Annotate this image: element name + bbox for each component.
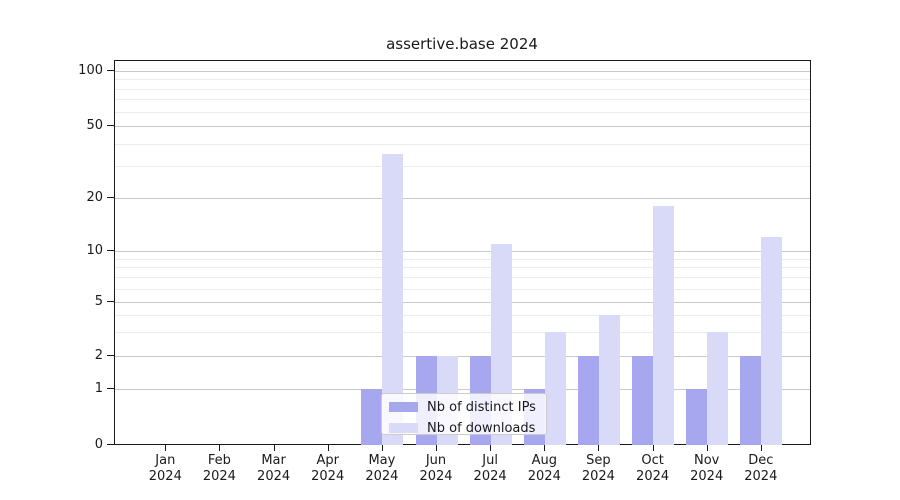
legend-item-downloads: Nb of downloads [389, 420, 538, 436]
bar-downloads-aug [544, 332, 566, 445]
y-tick-label: 100 [78, 62, 103, 78]
bar-downloads-dec [761, 237, 783, 445]
gridline-minor [115, 88, 810, 90]
gridline-major [115, 302, 810, 303]
x-tick-label: Jan 2024 [148, 453, 182, 484]
y-tick-mark [107, 388, 114, 389]
y-tick-label: 0 [94, 436, 103, 452]
gridline-minor [115, 99, 810, 101]
x-tick-mark [327, 445, 329, 451]
x-tick-mark [652, 445, 654, 451]
x-tick-label: Dec 2024 [744, 453, 778, 484]
gridline-minor [115, 111, 810, 113]
legend-item-distinct-ips: Nb of distinct IPs [389, 399, 538, 415]
legend: Nb of distinct IPs Nb of downloads [381, 393, 547, 436]
bar-downloads-sep [598, 315, 620, 445]
x-tick-label: Nov 2024 [690, 453, 724, 484]
legend-label-downloads: Nb of downloads [427, 420, 536, 436]
bar-distinct-ips-may [361, 389, 383, 445]
bar-distinct-ips-sep [577, 356, 599, 445]
bar-downloads-oct [653, 206, 675, 445]
x-tick-label: Sep 2024 [581, 453, 615, 484]
gridline-minor [115, 79, 810, 81]
gridline-minor [115, 267, 810, 269]
x-tick-mark [706, 445, 708, 451]
gridline-major [115, 126, 810, 127]
gridline-minor [115, 288, 810, 290]
y-tick-label: 10 [86, 242, 103, 258]
legend-label-distinct-ips: Nb of distinct IPs [427, 399, 536, 415]
x-tick-mark [760, 445, 762, 451]
gridline-major [115, 356, 810, 357]
y-tick-mark [107, 444, 114, 445]
y-tick-mark [107, 70, 114, 71]
x-tick-label: Jul 2024 [473, 453, 507, 484]
y-tick-label: 5 [94, 293, 103, 309]
x-tick-label: Apr 2024 [311, 453, 345, 484]
x-tick-label: Mar 2024 [257, 453, 291, 484]
y-tick-mark [107, 301, 114, 302]
y-tick-mark [107, 197, 114, 198]
y-tick-label: 20 [86, 189, 103, 205]
bar-downloads-nov [707, 332, 729, 445]
legend-swatch-downloads-icon [389, 423, 418, 433]
y-tick-label: 50 [86, 117, 103, 133]
gridline-major [115, 251, 810, 252]
y-tick-mark [107, 125, 114, 126]
plot-area [114, 60, 811, 445]
gridline-major [115, 198, 810, 199]
x-tick-label: Oct 2024 [636, 453, 670, 484]
x-tick-mark [598, 445, 600, 451]
y-tick-label: 2 [94, 347, 103, 363]
y-tick-mark [107, 250, 114, 251]
x-tick-mark [436, 445, 437, 451]
x-tick-label: Jun 2024 [419, 453, 453, 484]
legend-swatch-distinct-ips-icon [389, 402, 418, 412]
x-tick-label: May 2024 [365, 453, 399, 484]
x-tick-mark [544, 445, 546, 451]
x-tick-mark [381, 445, 383, 451]
gridline-major [115, 71, 810, 72]
gridline-minor [115, 166, 810, 168]
y-tick-mark [107, 355, 114, 356]
gridline-minor [115, 143, 810, 145]
gridline-minor [115, 315, 810, 317]
bar-distinct-ips-dec [740, 356, 762, 445]
gridline-major [115, 389, 810, 390]
x-tick-mark [219, 445, 221, 451]
chart-title: assertive.base 2024 [386, 35, 538, 53]
gridline-minor [115, 332, 810, 334]
bar-downloads-may [382, 154, 404, 445]
x-tick-label: Feb 2024 [202, 453, 236, 484]
x-tick-label: Aug 2024 [527, 453, 561, 484]
gridline-minor [115, 258, 810, 260]
bar-distinct-ips-oct [632, 356, 654, 445]
x-tick-mark [273, 445, 275, 451]
bar-distinct-ips-nov [686, 389, 708, 445]
gridline-minor [115, 277, 810, 279]
x-tick-mark [165, 445, 167, 451]
x-tick-mark [490, 445, 492, 451]
y-tick-label: 1 [94, 380, 103, 396]
